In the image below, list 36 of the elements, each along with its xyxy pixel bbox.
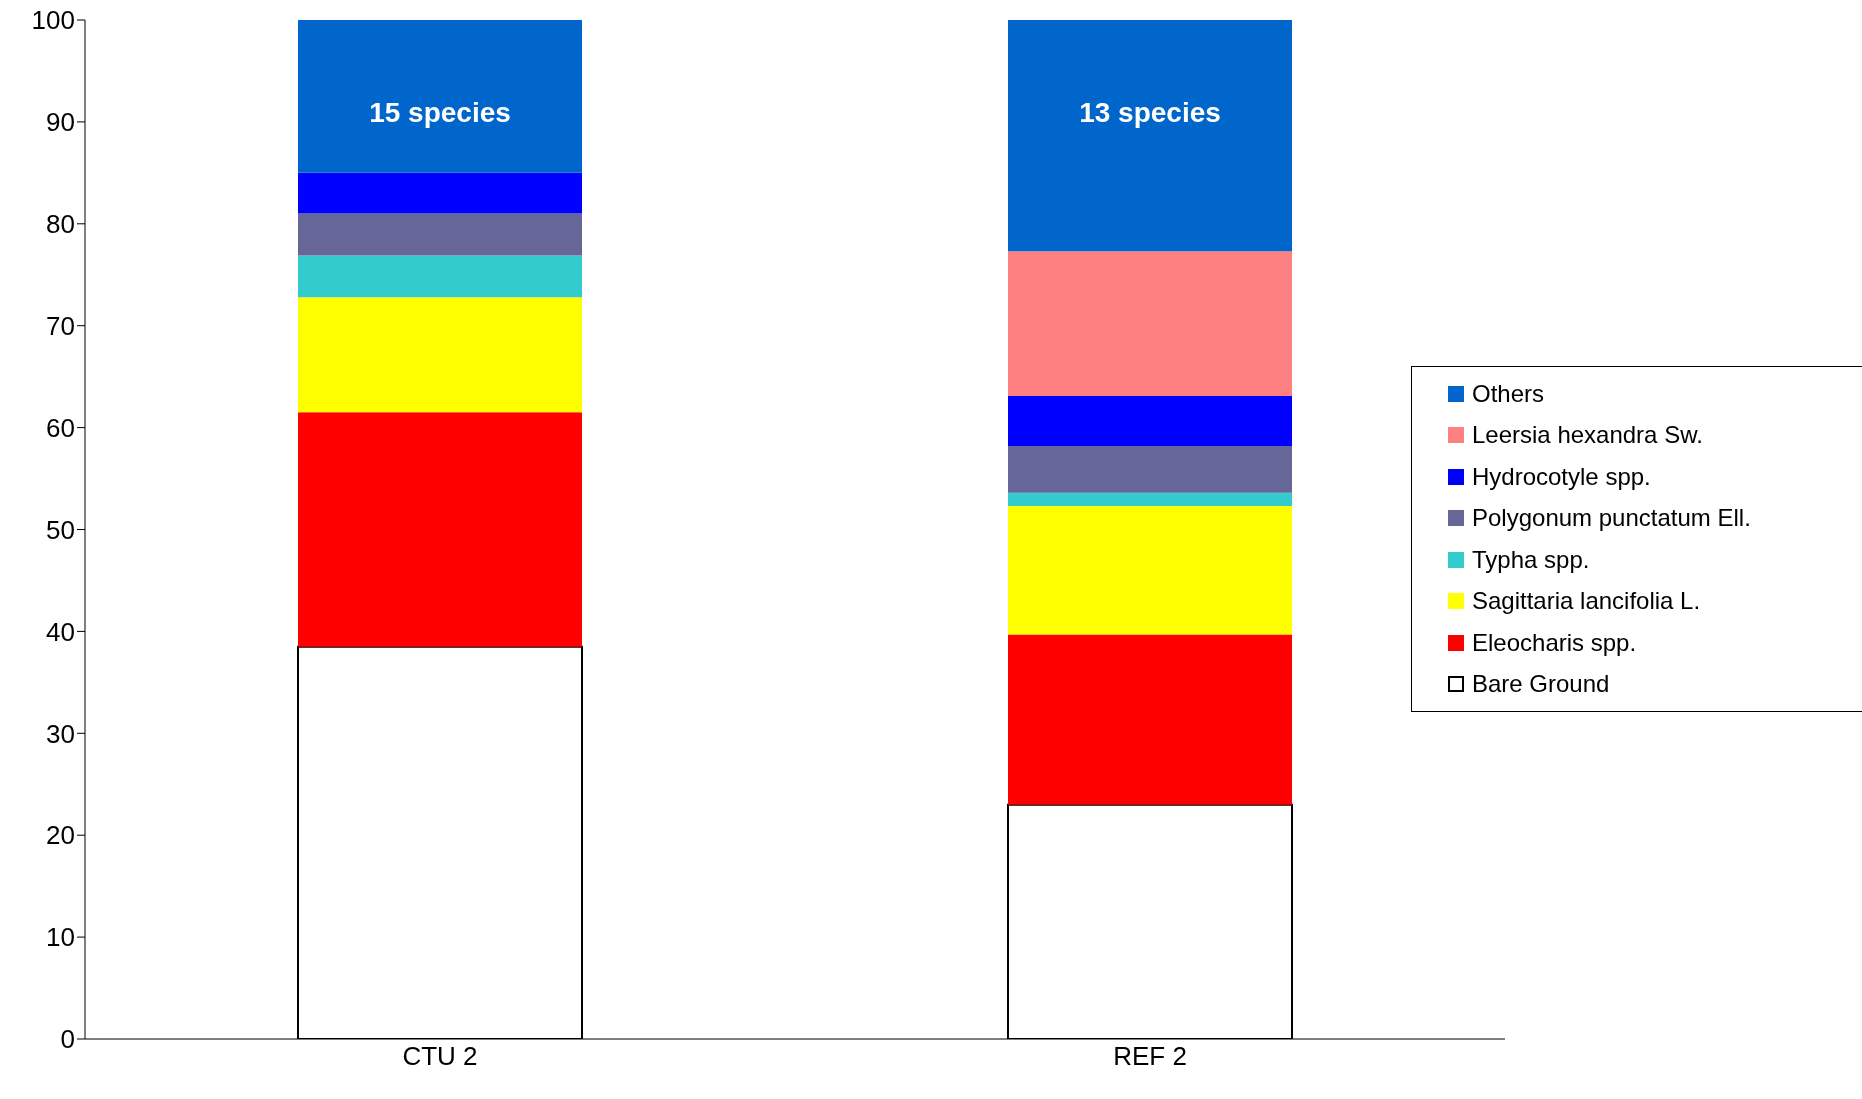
y-tick-label: 30 [46, 718, 75, 749]
bar [1008, 634, 1292, 805]
y-tick-label: 90 [46, 107, 75, 138]
annotation: 13 species [1079, 96, 1221, 128]
y-tick-label: 100 [31, 5, 75, 36]
legend-label: Hydrocotyle spp. [1472, 462, 1651, 491]
bar [298, 255, 582, 298]
x-tick-label: CTU 2 [402, 1041, 478, 1072]
bar [298, 172, 582, 214]
legend-label: Bare Ground [1472, 670, 1610, 699]
y-tick-label: 40 [46, 616, 75, 647]
bar [298, 213, 582, 256]
y-tick-label: 80 [46, 209, 75, 240]
bar [1008, 506, 1292, 635]
legend-label: Leersia hexandra Sw. [1472, 421, 1703, 450]
bar [1008, 251, 1292, 397]
annotation: 15 species [369, 96, 511, 128]
y-tick-label: 70 [46, 310, 75, 341]
legend-label: Eleocharis spp. [1472, 628, 1637, 657]
y-tick-label: 60 [46, 412, 75, 443]
y-tick-label: 10 [46, 922, 75, 953]
y-tick-label: 50 [46, 514, 75, 545]
bar [298, 412, 582, 647]
bar [1008, 396, 1292, 446]
bar [298, 297, 582, 413]
y-tick-label: 20 [46, 820, 75, 851]
legend-label: Typha spp. [1472, 545, 1590, 574]
y-tick-label: 0 [60, 1024, 75, 1055]
bar [1008, 20, 1292, 252]
bar [298, 20, 582, 173]
legend-label: Others [1472, 379, 1545, 408]
bar [1008, 492, 1292, 507]
legend-label: Sagittaria lancifolia L. [1472, 587, 1701, 616]
legend-label: Polygonum punctatum Ell. [1472, 504, 1751, 533]
x-tick-label: REF 2 [1113, 1041, 1187, 1072]
bar [1008, 445, 1292, 493]
